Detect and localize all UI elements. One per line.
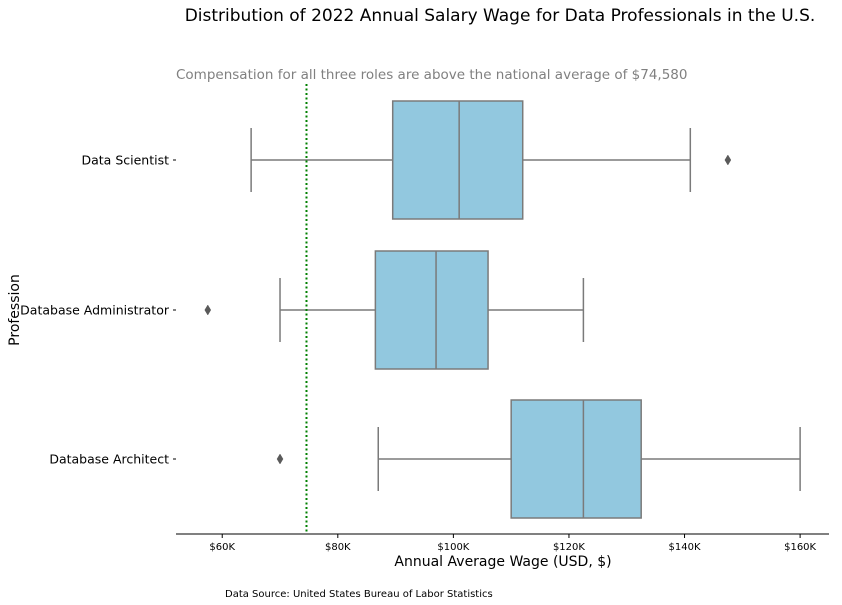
x-axis-label: Annual Average Wage (USD, $) xyxy=(394,554,611,570)
y-axis-label: Profession xyxy=(7,274,23,346)
x-tick-label: $100K xyxy=(437,542,469,553)
iqr-box xyxy=(374,250,489,370)
outlier-point xyxy=(204,304,212,316)
x-tick-label: $60K xyxy=(209,542,235,553)
iqr-box xyxy=(510,399,642,519)
chart-title: Distribution of 2022 Annual Salary Wage … xyxy=(185,6,816,26)
x-tick-label: $120K xyxy=(553,542,585,553)
category-label: Database Administrator xyxy=(20,303,170,318)
x-tick-label: $160K xyxy=(784,542,816,553)
x-tick-label: $80K xyxy=(325,542,351,553)
data-source-note: Data Source: United States Bureau of Lab… xyxy=(225,589,493,600)
chart-subtitle: Compensation for all three roles are abo… xyxy=(176,67,688,83)
iqr-box xyxy=(391,100,524,220)
outlier-point xyxy=(724,154,732,166)
outlier-point xyxy=(276,453,284,465)
category-label: Database Architect xyxy=(49,452,169,467)
plot-area: Data Scientist Database Administrator Data… xyxy=(20,84,829,553)
x-tick-label: $140K xyxy=(669,542,701,553)
category-label: Data Scientist xyxy=(82,153,170,168)
